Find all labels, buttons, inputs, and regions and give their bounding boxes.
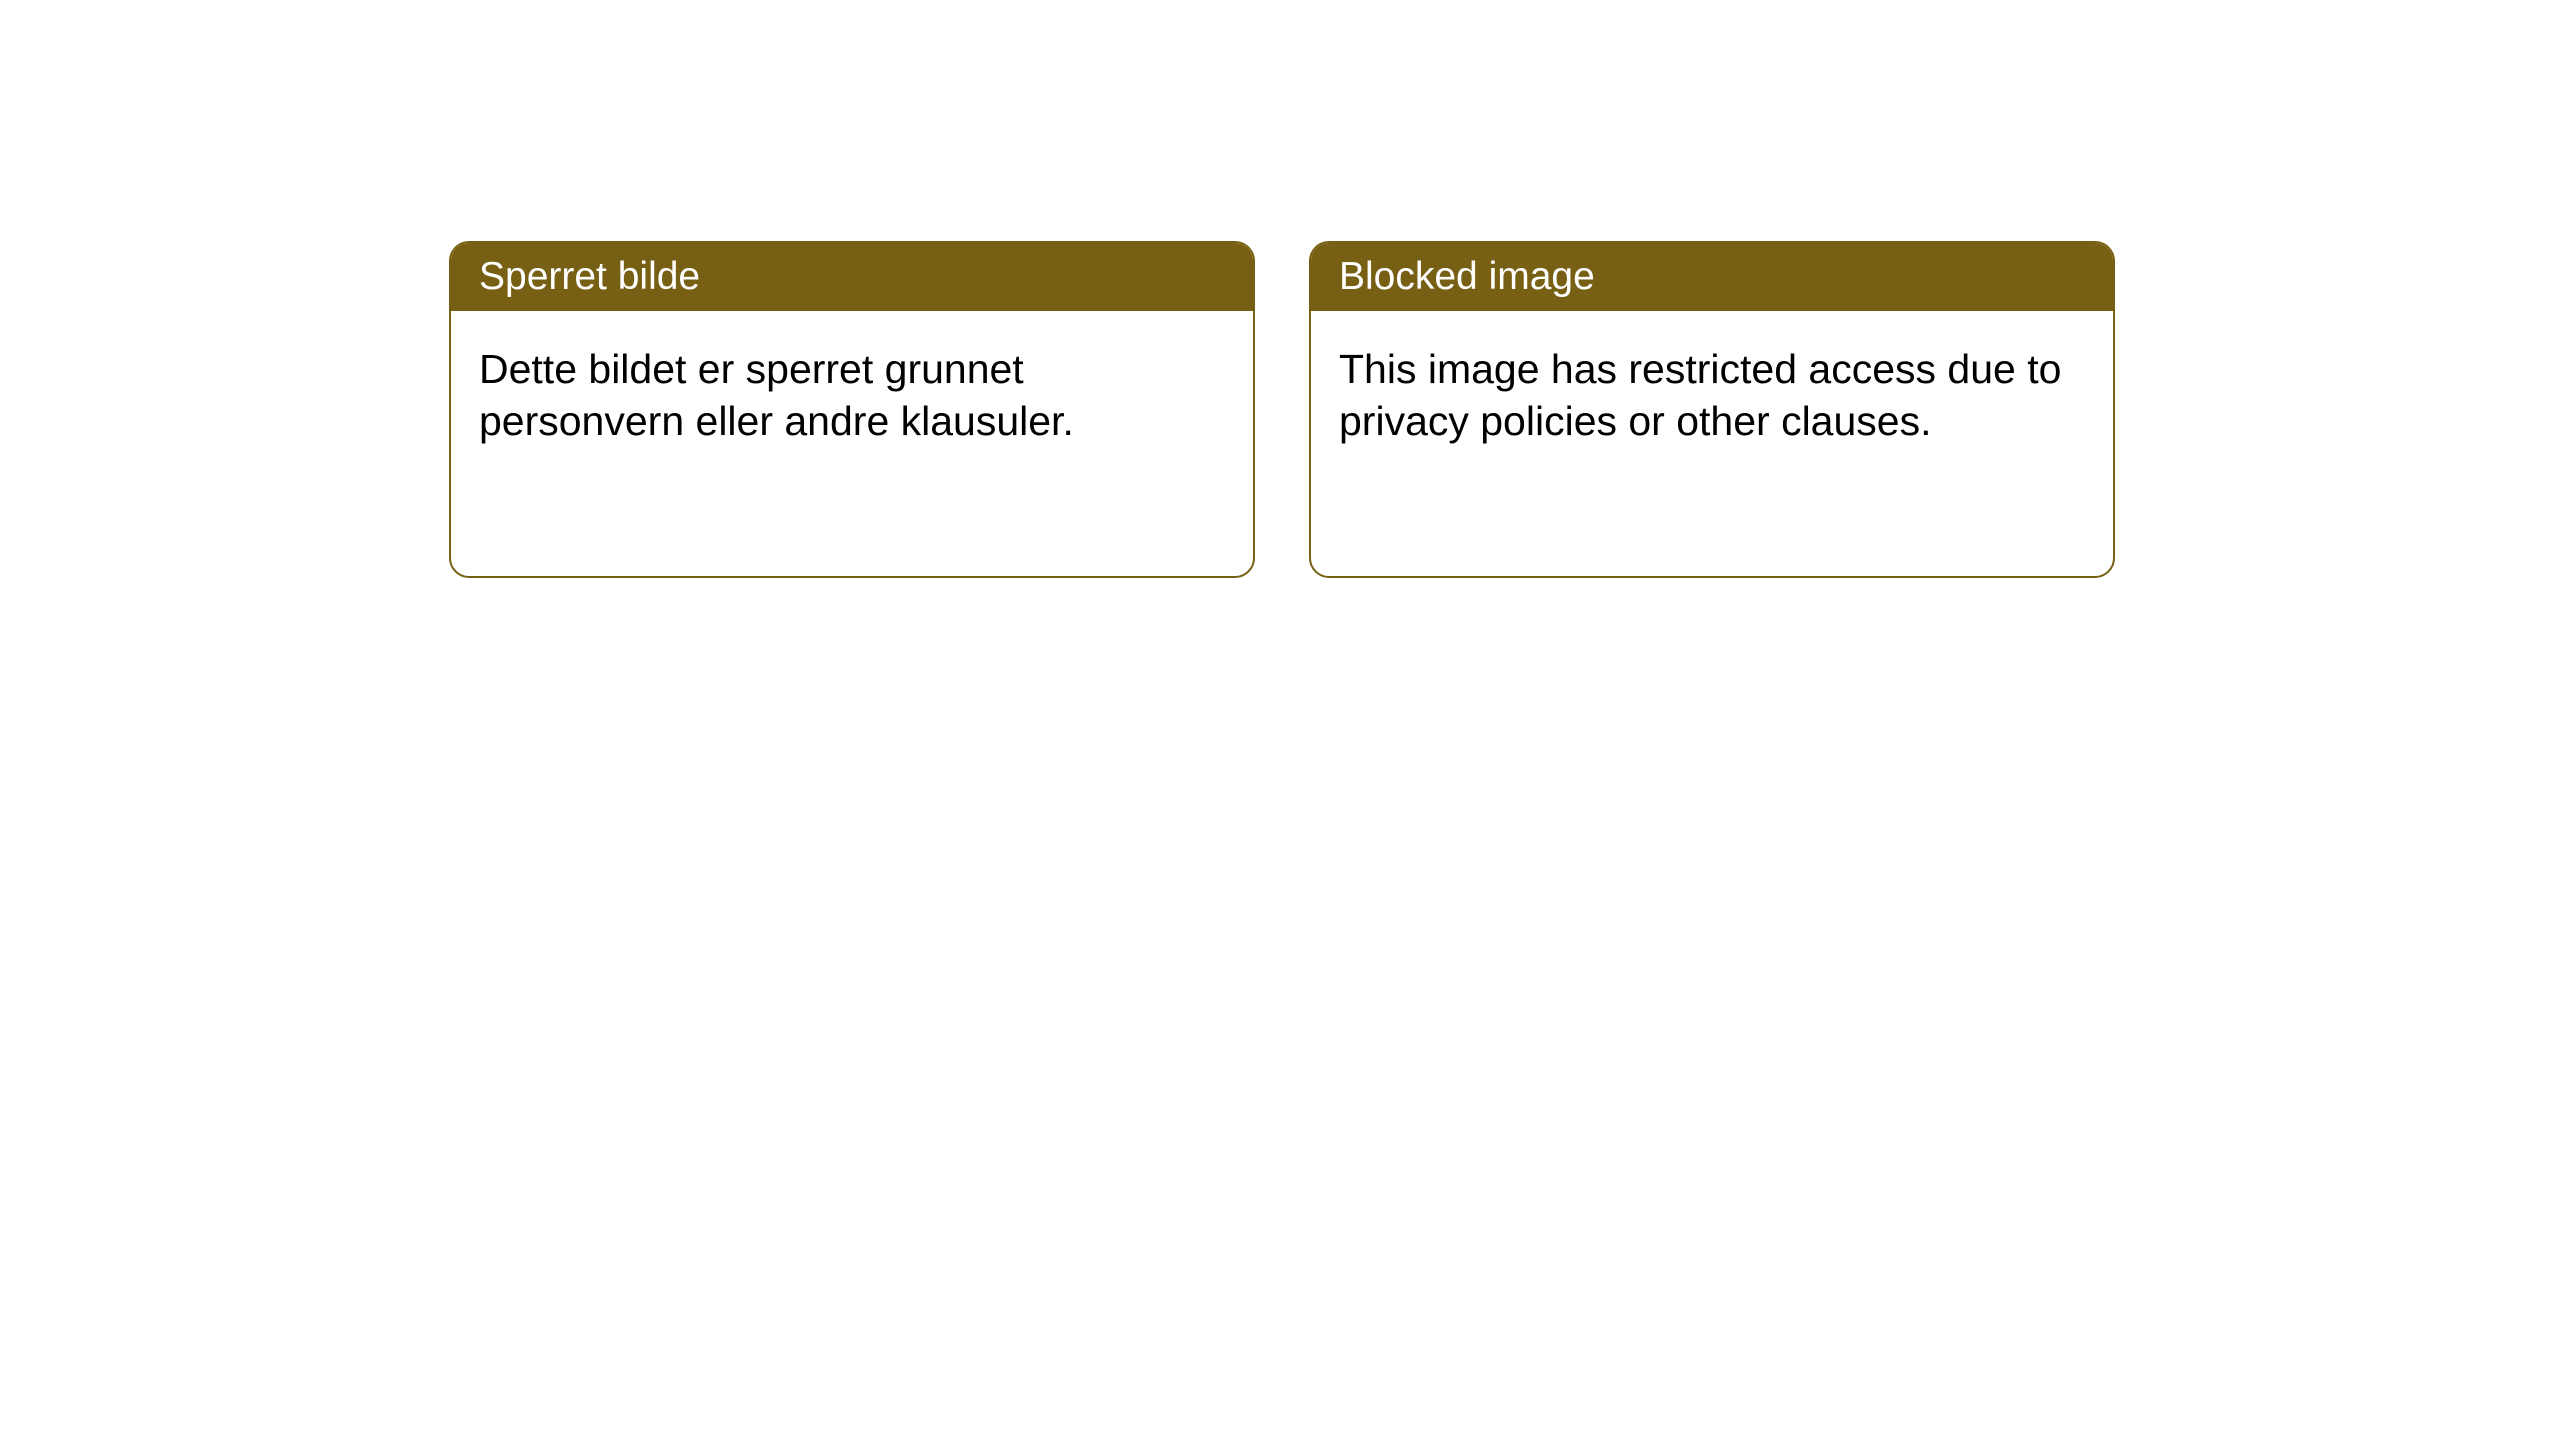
card-header: Sperret bilde xyxy=(451,243,1253,311)
card-body: Dette bildet er sperret grunnet personve… xyxy=(451,311,1253,480)
blocked-image-card-norwegian: Sperret bilde Dette bildet er sperret gr… xyxy=(449,241,1255,578)
card-body-text: This image has restricted access due to … xyxy=(1339,346,2061,444)
card-body-text: Dette bildet er sperret grunnet personve… xyxy=(479,346,1074,444)
card-title: Sperret bilde xyxy=(479,255,700,298)
card-body: This image has restricted access due to … xyxy=(1311,311,2113,480)
card-title: Blocked image xyxy=(1339,255,1595,298)
card-header: Blocked image xyxy=(1311,243,2113,311)
blocked-image-card-english: Blocked image This image has restricted … xyxy=(1309,241,2115,578)
notice-container: Sperret bilde Dette bildet er sperret gr… xyxy=(0,0,2560,578)
